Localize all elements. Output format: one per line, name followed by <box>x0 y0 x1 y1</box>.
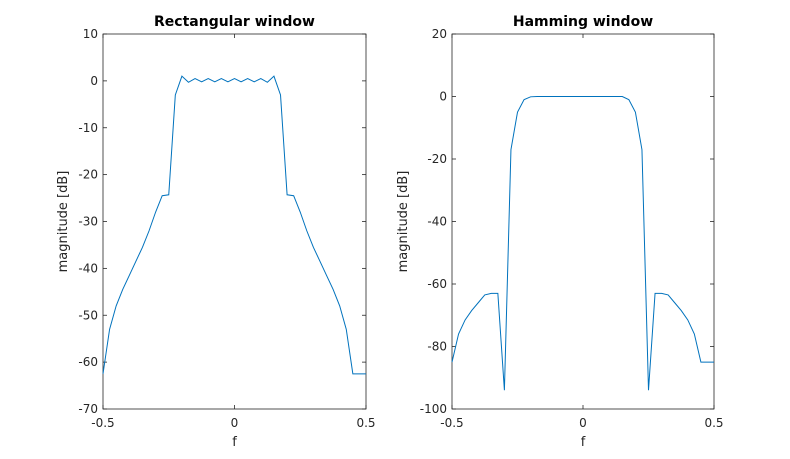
y-tick-label: -10 <box>78 121 98 135</box>
x-tick-label: 0 <box>231 416 239 430</box>
y-tick-label: -60 <box>78 355 98 369</box>
x-tick-label: 0.5 <box>356 416 375 430</box>
y-tick-label: -20 <box>427 152 447 166</box>
y-tick-label: -50 <box>78 308 98 322</box>
y-tick-label: -100 <box>420 402 447 416</box>
y-tick-label: 0 <box>439 90 447 104</box>
y-axis-label: magnitude [dB] <box>396 171 411 273</box>
magnitude-response-line <box>102 75 366 375</box>
chart-title: Rectangular window <box>154 14 315 30</box>
y-tick-label: -40 <box>427 215 447 229</box>
y-tick-label: 0 <box>90 74 98 88</box>
y-tick-label: -30 <box>78 215 98 229</box>
y-tick-label: -20 <box>78 168 98 182</box>
y-tick-label: -80 <box>427 340 447 354</box>
x-tick-label: 0 <box>579 416 587 430</box>
y-tick-label: -60 <box>427 277 447 291</box>
x-tick-label: 0.5 <box>704 416 723 430</box>
magnitude-response-line <box>451 96 714 391</box>
hamming-window-plot: 20 0 -20 -40 -60 -80 -100-0.5 0 0.5 Hamming windo… <box>396 14 724 450</box>
y-tick-label: 20 <box>432 27 447 41</box>
axes-frame <box>451 33 715 410</box>
chart-title: Hamming window <box>513 14 653 30</box>
y-tick-label: -40 <box>78 261 98 275</box>
y-axis-label: magnitude [dB] <box>56 171 71 273</box>
y-tick-label: 10 <box>83 27 98 41</box>
x-axis-label: f <box>581 435 586 450</box>
x-tick-label: -0.5 <box>91 416 114 430</box>
x-tick-label: -0.5 <box>440 416 463 430</box>
axes-frame <box>102 33 367 410</box>
rectangular-window-plot: 10 0 -10 -20 -30 -40 -50 -60 -70-0.5 0 0.5 Rectangu… <box>56 14 376 450</box>
x-axis-label: f <box>232 435 237 450</box>
y-tick-label: -70 <box>78 402 98 416</box>
